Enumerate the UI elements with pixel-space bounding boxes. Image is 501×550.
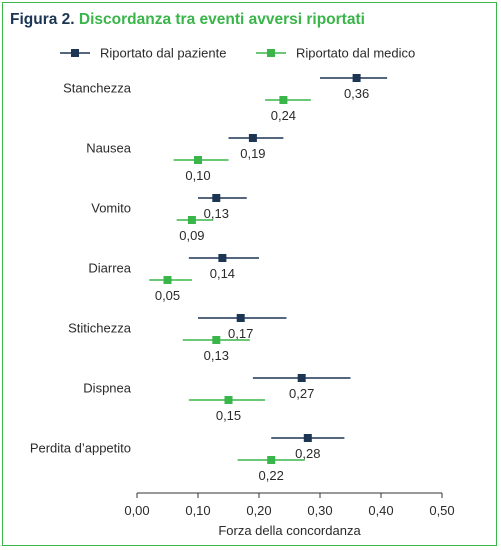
category-label: Stanchezza xyxy=(63,81,132,96)
legend: Riportato dal paziente Riportato dal medi… xyxy=(60,46,415,61)
point-marker xyxy=(212,336,221,344)
x-tick-label: 0,20 xyxy=(246,503,271,518)
point-marker xyxy=(248,134,257,142)
category-label: Perdita d’appetito xyxy=(30,441,131,456)
point-marker xyxy=(163,276,172,284)
point-marker xyxy=(303,434,312,442)
point-marker xyxy=(224,396,233,404)
value-label: 0,15 xyxy=(216,408,241,423)
x-tick-label: 0,10 xyxy=(185,503,210,518)
category-label: Diarrea xyxy=(88,261,131,276)
x-tick-label: 0,40 xyxy=(368,503,393,518)
x-tick-label: 0,30 xyxy=(307,503,332,518)
plot-area: Stanchezza 0,36 0,24 Nausea 0,19 0,10 Vomito 0,… xyxy=(30,74,388,483)
value-label: 0,19 xyxy=(240,146,265,161)
point-marker xyxy=(352,74,361,82)
value-label: 0,14 xyxy=(210,266,235,281)
point-marker xyxy=(218,254,227,262)
value-label: 0,24 xyxy=(271,108,296,123)
category-label: Nausea xyxy=(86,141,132,156)
figure-frame: Figura 2. Discordanza tra eventi avversi… xyxy=(2,2,497,546)
value-label: 0,09 xyxy=(179,228,204,243)
point-marker xyxy=(236,314,245,322)
point-marker xyxy=(267,456,276,464)
value-label: 0,10 xyxy=(185,168,210,183)
value-label: 0,36 xyxy=(344,86,369,101)
value-label: 0,27 xyxy=(289,386,314,401)
category-label: Dispnea xyxy=(83,381,131,396)
figure-label: Figura 2. xyxy=(10,11,75,28)
legend-label: Riportato dal paziente xyxy=(100,46,226,61)
x-axis-title: Forza della concordanza xyxy=(218,523,361,538)
value-label: 0,13 xyxy=(204,206,229,221)
point-marker xyxy=(194,156,202,164)
value-label: 0,17 xyxy=(228,326,253,341)
figure-caption: Discordanza tra eventi avversi riportati xyxy=(78,11,365,28)
point-marker xyxy=(212,194,221,202)
legend-label: Riportato dal medico xyxy=(296,46,415,61)
x-tick-label: 0,50 xyxy=(429,503,454,518)
value-label: 0,22 xyxy=(259,468,284,483)
x-axis: 0,00 0,10 0,20 0,30 0,40 0,50 Forza della conc… xyxy=(124,492,455,538)
category-label: Vomito xyxy=(91,201,131,216)
legend-marker xyxy=(267,49,275,57)
value-label: 0,05 xyxy=(155,288,180,303)
point-marker xyxy=(279,96,288,104)
point-marker xyxy=(297,374,306,382)
point-marker xyxy=(187,216,196,224)
category-label: Stitichezza xyxy=(68,321,132,336)
figure-title: Figura 2. Discordanza tra eventi avversi… xyxy=(10,11,365,29)
value-label: 0,28 xyxy=(295,446,320,461)
legend-marker xyxy=(71,49,79,57)
value-label: 0,13 xyxy=(204,348,229,363)
x-tick-label: 0,00 xyxy=(124,503,149,518)
